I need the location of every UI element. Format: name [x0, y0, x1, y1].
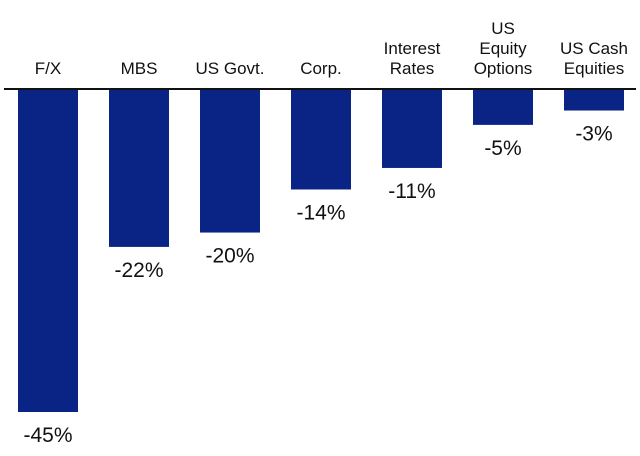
bar-3 — [291, 89, 351, 190]
bars-group — [18, 89, 624, 412]
bar-0 — [18, 89, 78, 412]
value-label-1: -22% — [114, 259, 163, 282]
value-label-2: -20% — [205, 245, 254, 268]
category-label-2-line-0: US Govt. — [196, 59, 265, 78]
bar-6 — [564, 89, 624, 111]
category-label-3-line-0: Corp. — [300, 59, 342, 78]
category-label-6: US Cash Equities — [560, 39, 628, 78]
category-label-2: US Govt. — [196, 59, 265, 78]
category-labels-group: F/X MBS US Govt. Corp. Interest Rates US Equity… — [35, 19, 628, 78]
category-label-3: Corp. — [300, 59, 342, 78]
category-label-1: MBS — [121, 59, 158, 78]
category-label-0-line-0: F/X — [35, 59, 61, 78]
bar-1 — [109, 89, 169, 247]
category-label-5-line-0: US — [491, 19, 515, 38]
bar-5 — [473, 89, 533, 125]
category-label-4-line-0: Interest — [384, 39, 441, 58]
category-label-5: US Equity Options — [474, 19, 533, 78]
value-label-3: -14% — [296, 201, 345, 224]
value-label-4: -11% — [388, 180, 435, 203]
category-label-6-line-0: US Cash — [560, 39, 628, 58]
category-label-4-line-1: Rates — [390, 59, 434, 78]
category-label-6-line-1: Equities — [564, 59, 624, 78]
value-label-0: -45% — [23, 424, 72, 447]
bar-4 — [382, 89, 442, 168]
category-label-5-line-2: Options — [474, 59, 533, 78]
category-label-5-line-1: Equity — [479, 39, 527, 58]
value-label-6: -3% — [575, 123, 612, 146]
value-labels-group: -45% -22% -20% -14% -11% -5% -3% — [23, 123, 612, 447]
category-label-1-line-0: MBS — [121, 59, 158, 78]
value-label-5: -5% — [484, 137, 521, 160]
category-label-4: Interest Rates — [384, 39, 441, 78]
category-label-0: F/X — [35, 59, 61, 78]
bar-2 — [200, 89, 260, 233]
